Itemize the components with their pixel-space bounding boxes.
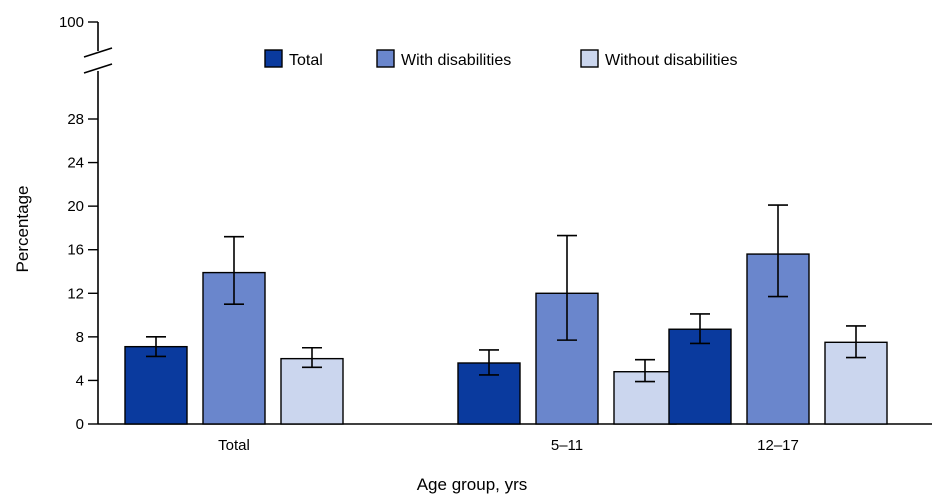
x-axis-title: Age group, yrs xyxy=(417,475,528,494)
bar xyxy=(535,292,599,425)
y-tick-label: 20 xyxy=(67,198,84,215)
axis-break-mark xyxy=(83,47,113,58)
x-tick-label: Total xyxy=(218,437,250,454)
y-tick-label: 16 xyxy=(67,242,84,259)
legend-swatch xyxy=(264,49,283,68)
y-tick-label: 28 xyxy=(67,111,84,128)
bars xyxy=(124,204,888,425)
x-tick-label: 5–11 xyxy=(551,437,583,454)
x-tick-label: 12–17 xyxy=(757,437,799,454)
y-tick-label: 100 xyxy=(59,14,84,31)
legend-swatch xyxy=(376,49,395,68)
y-tick-label: 24 xyxy=(67,155,84,172)
y-axis-title: Percentage xyxy=(13,186,32,273)
legend: Total With disabilities Without disabiliti… xyxy=(264,49,738,69)
bar xyxy=(124,345,188,425)
y-axis-ticks: 0 4 8 12 16 20 24 28 100 xyxy=(59,14,98,433)
legend-label: Without disabilities xyxy=(605,52,738,69)
legend-label: With disabilities xyxy=(401,52,511,69)
legend-label: Total xyxy=(289,52,323,69)
x-axis-ticks: Total 5–11 12–17 xyxy=(218,437,799,454)
bar xyxy=(280,357,344,425)
bar xyxy=(668,328,732,425)
y-tick-label: 4 xyxy=(76,372,84,389)
y-tick-label: 0 xyxy=(76,416,84,433)
y-tick-label: 12 xyxy=(67,285,84,302)
bar xyxy=(746,253,810,425)
legend-swatch xyxy=(580,49,599,68)
y-tick-label: 8 xyxy=(76,329,84,346)
axis-break-mark xyxy=(83,63,113,74)
